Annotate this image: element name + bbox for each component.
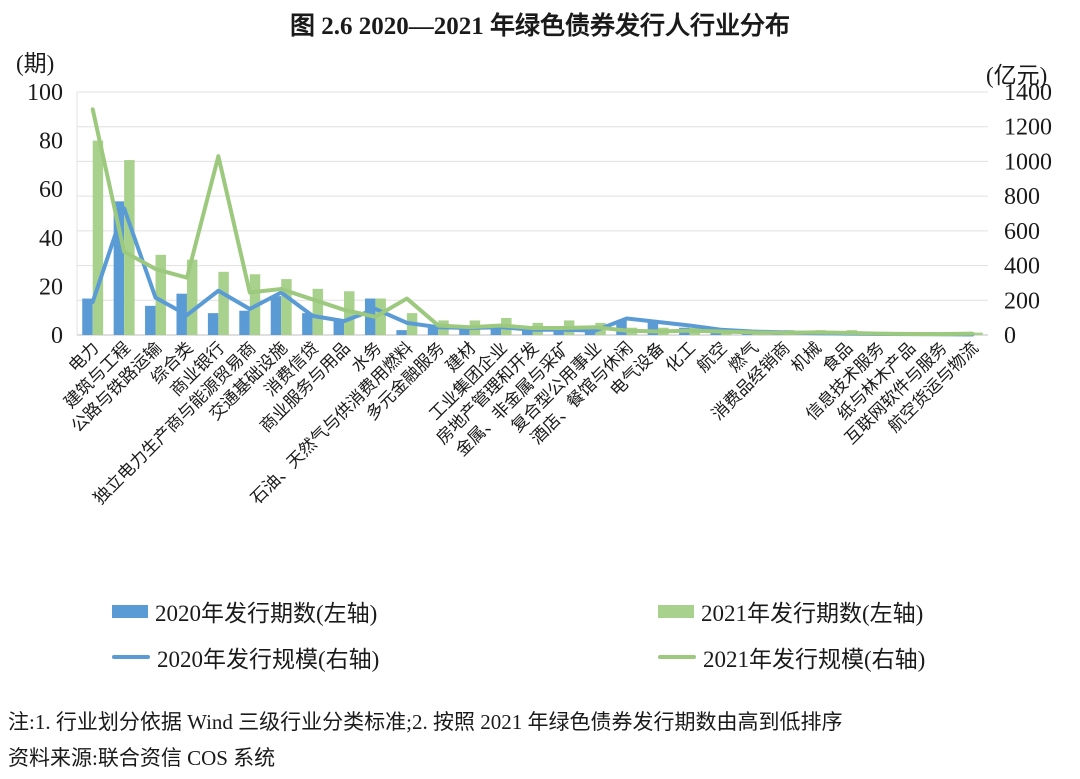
bar-2021 (124, 160, 135, 335)
line-2021 (90, 107, 975, 337)
bar-2020 (113, 201, 125, 335)
left-axis-tick: 60 (39, 177, 63, 203)
bar-2021 (972, 332, 983, 335)
bar-2020 (616, 320, 627, 335)
right-axis-tick: 1200 (1004, 115, 1052, 141)
right-axis-tick: 0 (1004, 323, 1016, 349)
right-axis-tick: 400 (1004, 254, 1040, 280)
bar-2021 (312, 288, 324, 335)
bar-2020 (427, 325, 439, 335)
category-label: 航空 (693, 338, 730, 375)
bar-2020 (333, 320, 345, 335)
bar-2021 (155, 254, 167, 335)
right-axis-tick: 800 (1004, 184, 1040, 210)
right-axis-tick: 200 (1004, 288, 1040, 314)
legend-item-2020-issues: 2020年发行期数(左轴) (112, 594, 377, 628)
legend-item-2021-issues: 2021年发行期数(左轴) (658, 594, 923, 628)
legend-swatch-2021-line (658, 655, 696, 659)
legend-swatch-2020-bar (112, 604, 148, 618)
bar-2021 (281, 279, 292, 335)
bar-2021 (375, 298, 386, 335)
figure-title: 图 2.6 2020—2021 年绿色债券发行人行业分布 (289, 13, 790, 40)
legend-label-2020-issues: 2020年发行期数(左轴) (155, 601, 378, 626)
bar-2020 (239, 310, 250, 335)
left-axis-tick: 100 (27, 80, 63, 106)
bar-2020 (270, 296, 282, 335)
category-label: 机械 (788, 338, 825, 375)
bar-2020 (207, 313, 219, 335)
note-line-1: 注:1. 行业划分依据 Wind 三级行业分类标准;2. 按照 2021 年绿色… (8, 710, 843, 734)
bar-2020 (396, 330, 407, 335)
bar-2020 (82, 298, 93, 335)
bar-2021 (186, 259, 198, 335)
note-line-2: 资料来源:联合资信 COS 系统 (8, 746, 276, 770)
right-axis-tick: 1000 (1004, 149, 1052, 175)
bar-2020 (647, 322, 659, 335)
legend-label-2021-scale: 2021年发行规模(右轴) (703, 647, 926, 672)
bar-2020 (490, 325, 502, 335)
left-axis-tick: 40 (39, 226, 63, 252)
left-axis-unit: (期) (16, 51, 55, 76)
bar-2020 (145, 305, 156, 335)
left-axis-tick: 20 (39, 274, 63, 300)
left-axis-tick: 0 (51, 323, 63, 349)
bar-2021 (344, 291, 355, 335)
bar-2021 (218, 271, 229, 335)
right-axis-unit: (亿元) (986, 63, 1048, 88)
legend-label-2021-issues: 2021年发行期数(左轴) (701, 601, 924, 626)
legend-item-2020-scale: 2020年发行规模(右轴) (112, 640, 379, 674)
bar-2021 (92, 140, 104, 335)
bar-2020 (584, 330, 596, 335)
legend-swatch-2020-line (112, 655, 150, 659)
category-label: 化工 (662, 338, 699, 375)
legend-item-2021-scale: 2021年发行规模(右轴) (658, 640, 925, 674)
bar-2020 (459, 327, 470, 335)
bar-2020 (302, 313, 313, 335)
left-axis-tick: 80 (39, 129, 63, 155)
combo-chart: 0200400600800100012001400020406080100电力建… (27, 80, 1052, 508)
legend-label-2020-scale: 2020年发行规模(右轴) (157, 647, 380, 672)
right-axis-tick: 1400 (1004, 80, 1052, 106)
legend-swatch-2021-bar (658, 604, 694, 618)
right-axis-tick: 600 (1004, 219, 1040, 245)
bar-2020 (553, 330, 564, 335)
